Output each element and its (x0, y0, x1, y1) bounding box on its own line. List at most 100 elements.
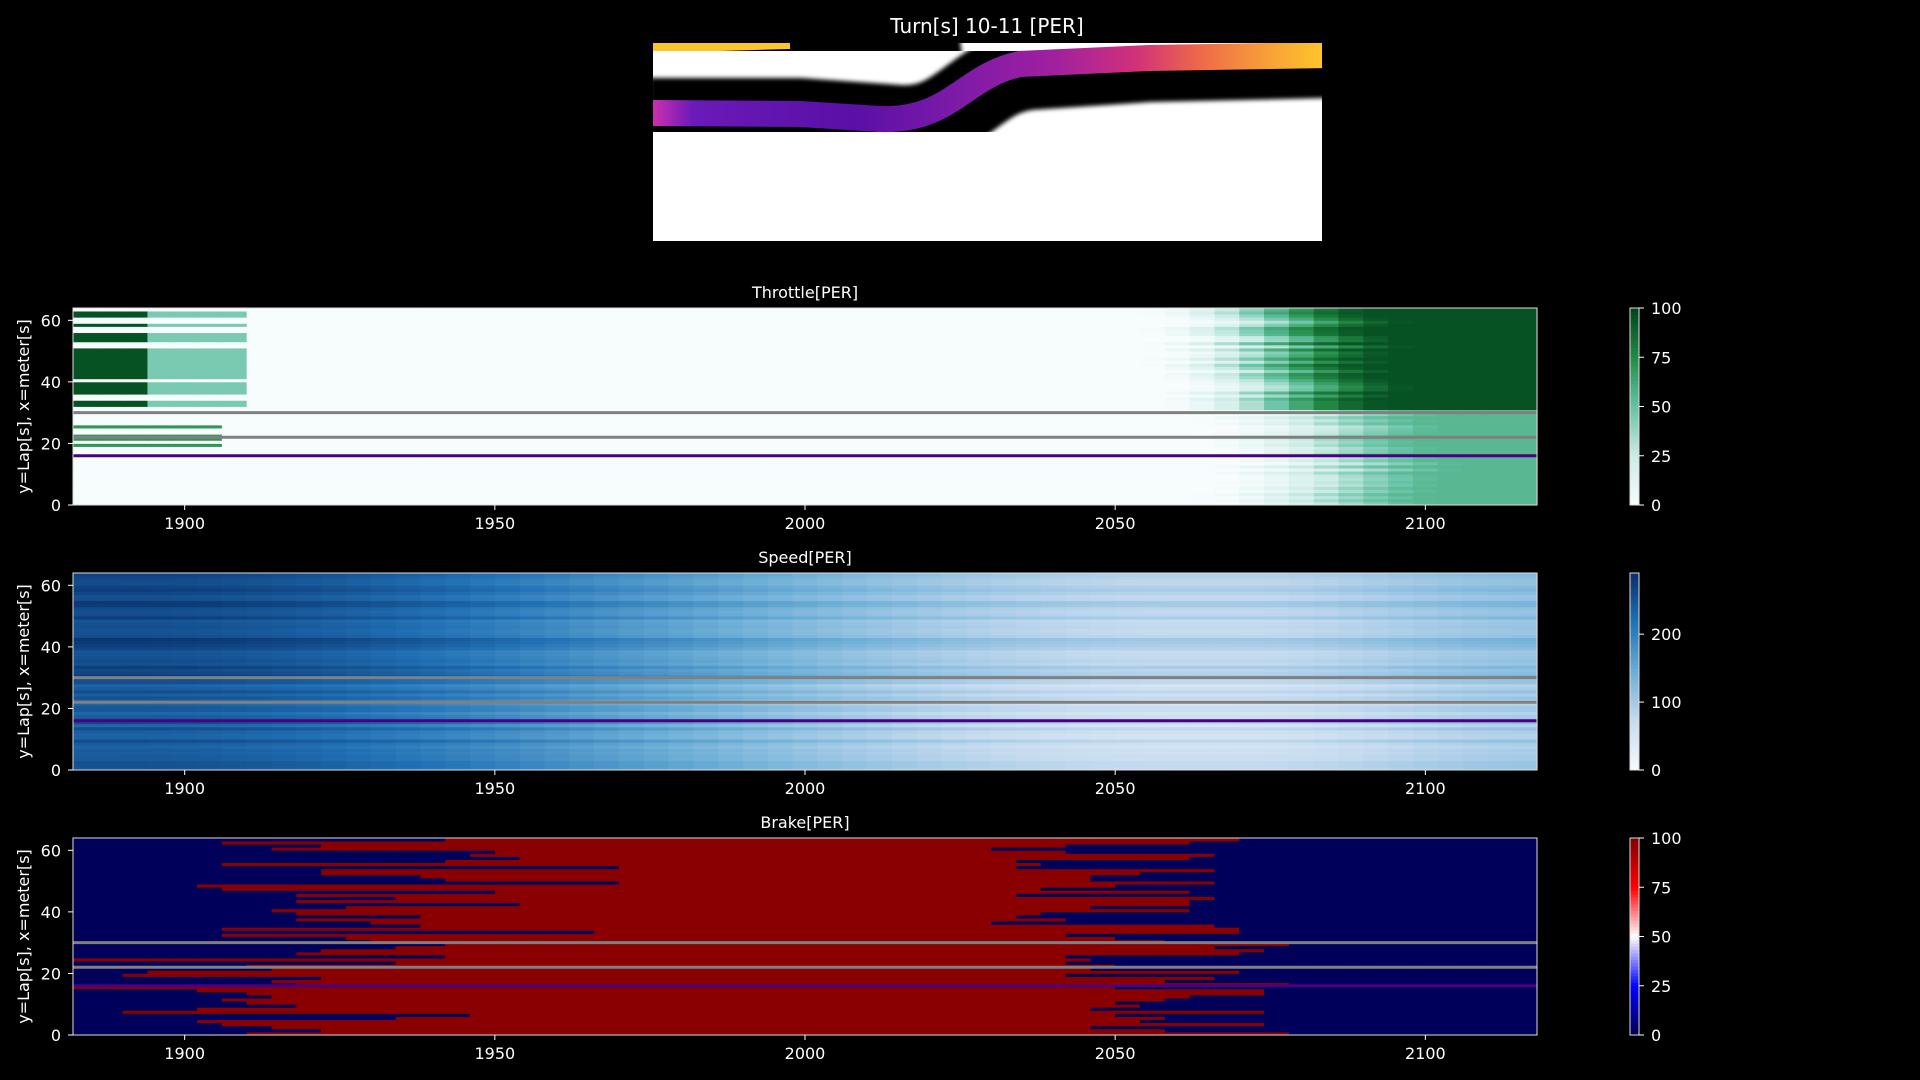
heatmap-cell (1437, 378, 1464, 383)
heatmap-cell (1040, 397, 1067, 401)
heatmap-cell (742, 736, 769, 740)
heatmap-cell (420, 323, 446, 327)
heatmap-cell (1288, 394, 1315, 398)
heatmap-cell (966, 338, 992, 343)
heatmap-cell (1487, 443, 1513, 447)
heatmap-cell (1388, 363, 1414, 367)
heatmap-cell (1264, 766, 1290, 771)
heatmap-cell (221, 489, 248, 494)
heatmap-cell (842, 501, 868, 506)
heatmap-cell (941, 384, 967, 389)
heatmap-cell (1239, 418, 1265, 423)
heatmap-cell (395, 757, 421, 762)
heatmap-cell (891, 458, 918, 463)
heatmap-cell (1015, 403, 1042, 407)
heatmap-cell (1139, 332, 1166, 337)
heatmap-cell (494, 360, 521, 364)
heatmap-cell (147, 329, 173, 334)
heatmap-cell (916, 357, 943, 361)
heatmap-cell (73, 745, 99, 749)
heatmap-cell (1437, 720, 1464, 725)
heatmap-cell (519, 468, 546, 472)
heatmap-cell (569, 335, 595, 340)
heatmap-cell (742, 468, 769, 472)
heatmap-cell (643, 338, 670, 343)
heatmap-cell (718, 308, 744, 312)
heatmap-cell (1288, 384, 1315, 389)
heatmap-cell (1437, 480, 1464, 484)
heatmap-cell (1239, 760, 1265, 765)
heatmap-cell (197, 351, 223, 355)
heatmap-cell (1412, 729, 1439, 734)
colorbar-swatch (1630, 475, 1639, 480)
heatmap-cell (1040, 464, 1067, 469)
heatmap-cell (1090, 745, 1116, 749)
heatmap-cell (321, 424, 347, 429)
heatmap-cell (1090, 329, 1116, 334)
heatmap-cell (1512, 344, 1538, 349)
heatmap-cell (718, 751, 744, 756)
heatmap-cell (1239, 332, 1265, 337)
heatmap-cell (1363, 474, 1389, 478)
heatmap-cell (1437, 723, 1464, 728)
heatmap-cell (1214, 757, 1240, 762)
heatmap-cell (370, 729, 397, 734)
heatmap-cell (1139, 338, 1166, 343)
heatmap-cell (693, 326, 719, 330)
heatmap-cell (916, 314, 943, 318)
heatmap-cell (1388, 714, 1414, 719)
heatmap-cell (1239, 428, 1265, 432)
heatmap-cell (1313, 501, 1340, 506)
heatmap-cell (1239, 736, 1265, 740)
heatmap-cell (1164, 449, 1191, 454)
heatmap-cell (370, 354, 397, 358)
heatmap-cell (544, 354, 570, 358)
heatmap-cell (1487, 501, 1513, 506)
heatmap-cell (1288, 461, 1315, 466)
heatmap-cell (792, 412, 819, 417)
heatmap-cell (122, 320, 149, 324)
heatmap-cell (370, 723, 397, 728)
heatmap-cell (494, 403, 521, 407)
heatmap-cell (296, 348, 322, 352)
heatmap-cell (1164, 437, 1191, 441)
heatmap-cell (941, 498, 967, 503)
heatmap-cell (693, 372, 719, 377)
heatmap-cell (147, 464, 173, 469)
heatmap-cell (1189, 412, 1216, 417)
heatmap-cell (197, 726, 223, 731)
heatmap-cell (1338, 378, 1364, 383)
heatmap-cell (73, 369, 99, 374)
heatmap-cell (172, 736, 198, 740)
heatmap-cell (618, 492, 645, 497)
heatmap-cell (618, 480, 645, 484)
heatmap-cell (1437, 375, 1464, 380)
heatmap-cell (817, 388, 843, 392)
heatmap-cell (246, 326, 273, 330)
heatmap-cell (445, 501, 471, 506)
heatmap-cell (966, 326, 992, 330)
heatmap-cell (494, 351, 521, 355)
heatmap-cell (1040, 394, 1067, 398)
heatmap-cell (643, 332, 670, 337)
heatmap-cell (519, 326, 546, 330)
heatmap-cell (817, 495, 843, 500)
heatmap-cell (991, 375, 1017, 380)
heatmap-cell (544, 736, 570, 740)
heatmap-cell (73, 391, 99, 395)
heatmap-cell (1239, 745, 1265, 749)
heatmap-cell (395, 461, 421, 466)
heatmap-cell (519, 388, 546, 392)
heatmap-cell (221, 317, 248, 321)
heatmap-cell (1437, 397, 1464, 401)
heatmap-cell (97, 338, 124, 343)
heatmap-cell (916, 317, 943, 321)
heatmap-cell (1388, 338, 1414, 343)
heatmap-cell (618, 449, 645, 454)
heatmap-cell (1189, 375, 1216, 380)
heatmap-cell (767, 415, 794, 420)
heatmap-cell (1462, 421, 1488, 426)
heatmap-cell (668, 742, 694, 746)
heatmap-cell (246, 748, 273, 752)
heatmap-cell (916, 351, 943, 355)
